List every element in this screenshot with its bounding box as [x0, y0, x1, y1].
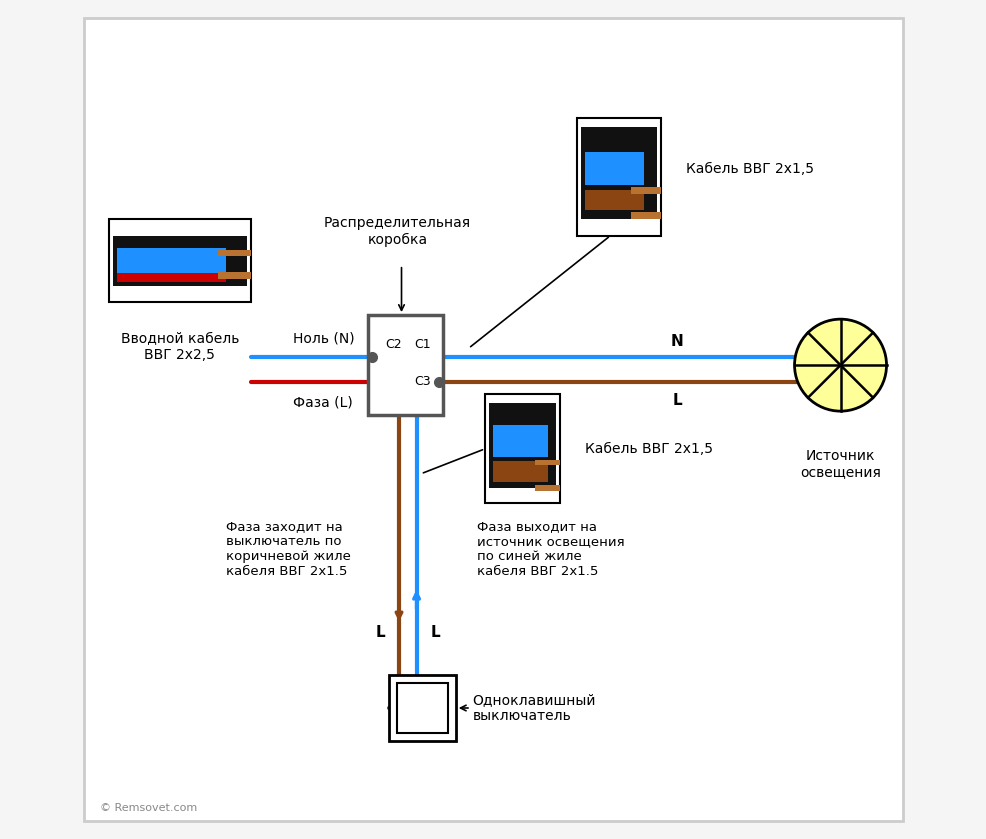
Bar	[485, 394, 560, 503]
Text: Вводной кабель
ВВГ 2х2,5: Вводной кабель ВВГ 2х2,5	[120, 331, 239, 362]
Bar	[113, 236, 246, 286]
Text: Источник
освещения: Источник освещения	[800, 449, 880, 479]
Bar	[388, 675, 456, 742]
Bar	[489, 403, 556, 488]
Bar	[493, 425, 547, 457]
Bar	[108, 219, 250, 302]
Text: Кабель ВВГ 2х1,5: Кабель ВВГ 2х1,5	[685, 162, 813, 175]
Text: Одноклавишный
выключатель: Одноклавишный выключатель	[472, 693, 596, 723]
Text: C3: C3	[414, 375, 430, 388]
Bar	[534, 485, 560, 491]
Bar	[581, 127, 656, 219]
Text: Кабель ВВГ 2х1,5: Кабель ВВГ 2х1,5	[585, 442, 713, 456]
Bar	[631, 187, 660, 194]
Bar	[397, 683, 447, 733]
Text: C2: C2	[385, 338, 401, 351]
Circle shape	[794, 319, 885, 411]
Text: Фаза выходит на
источник освещения
по синей жиле
кабеля ВВГ 2х1.5: Фаза выходит на источник освещения по си…	[476, 520, 624, 578]
Bar	[217, 250, 250, 257]
Bar	[585, 190, 644, 211]
Bar	[577, 118, 660, 236]
Text: Ноль (N): Ноль (N)	[293, 331, 354, 346]
Bar	[117, 248, 226, 274]
Text: Фаза (L): Фаза (L)	[293, 396, 352, 409]
Bar	[585, 152, 644, 185]
Bar	[534, 460, 560, 466]
Bar	[217, 273, 250, 279]
Text: © Remsovet.com: © Remsovet.com	[101, 803, 197, 812]
Bar	[368, 315, 443, 415]
Bar	[631, 212, 660, 219]
Text: Распределительная
коробка: Распределительная коробка	[323, 216, 470, 247]
Text: C1: C1	[414, 338, 430, 351]
Bar	[117, 274, 226, 282]
Text: L: L	[672, 393, 681, 408]
Text: L: L	[376, 625, 385, 640]
Text: L: L	[430, 625, 440, 640]
Text: Фаза заходит на
выключатель по
коричневой жиле
кабеля ВВГ 2х1.5: Фаза заходит на выключатель по коричнево…	[226, 520, 350, 578]
Text: N: N	[670, 334, 683, 349]
Bar	[493, 461, 547, 482]
